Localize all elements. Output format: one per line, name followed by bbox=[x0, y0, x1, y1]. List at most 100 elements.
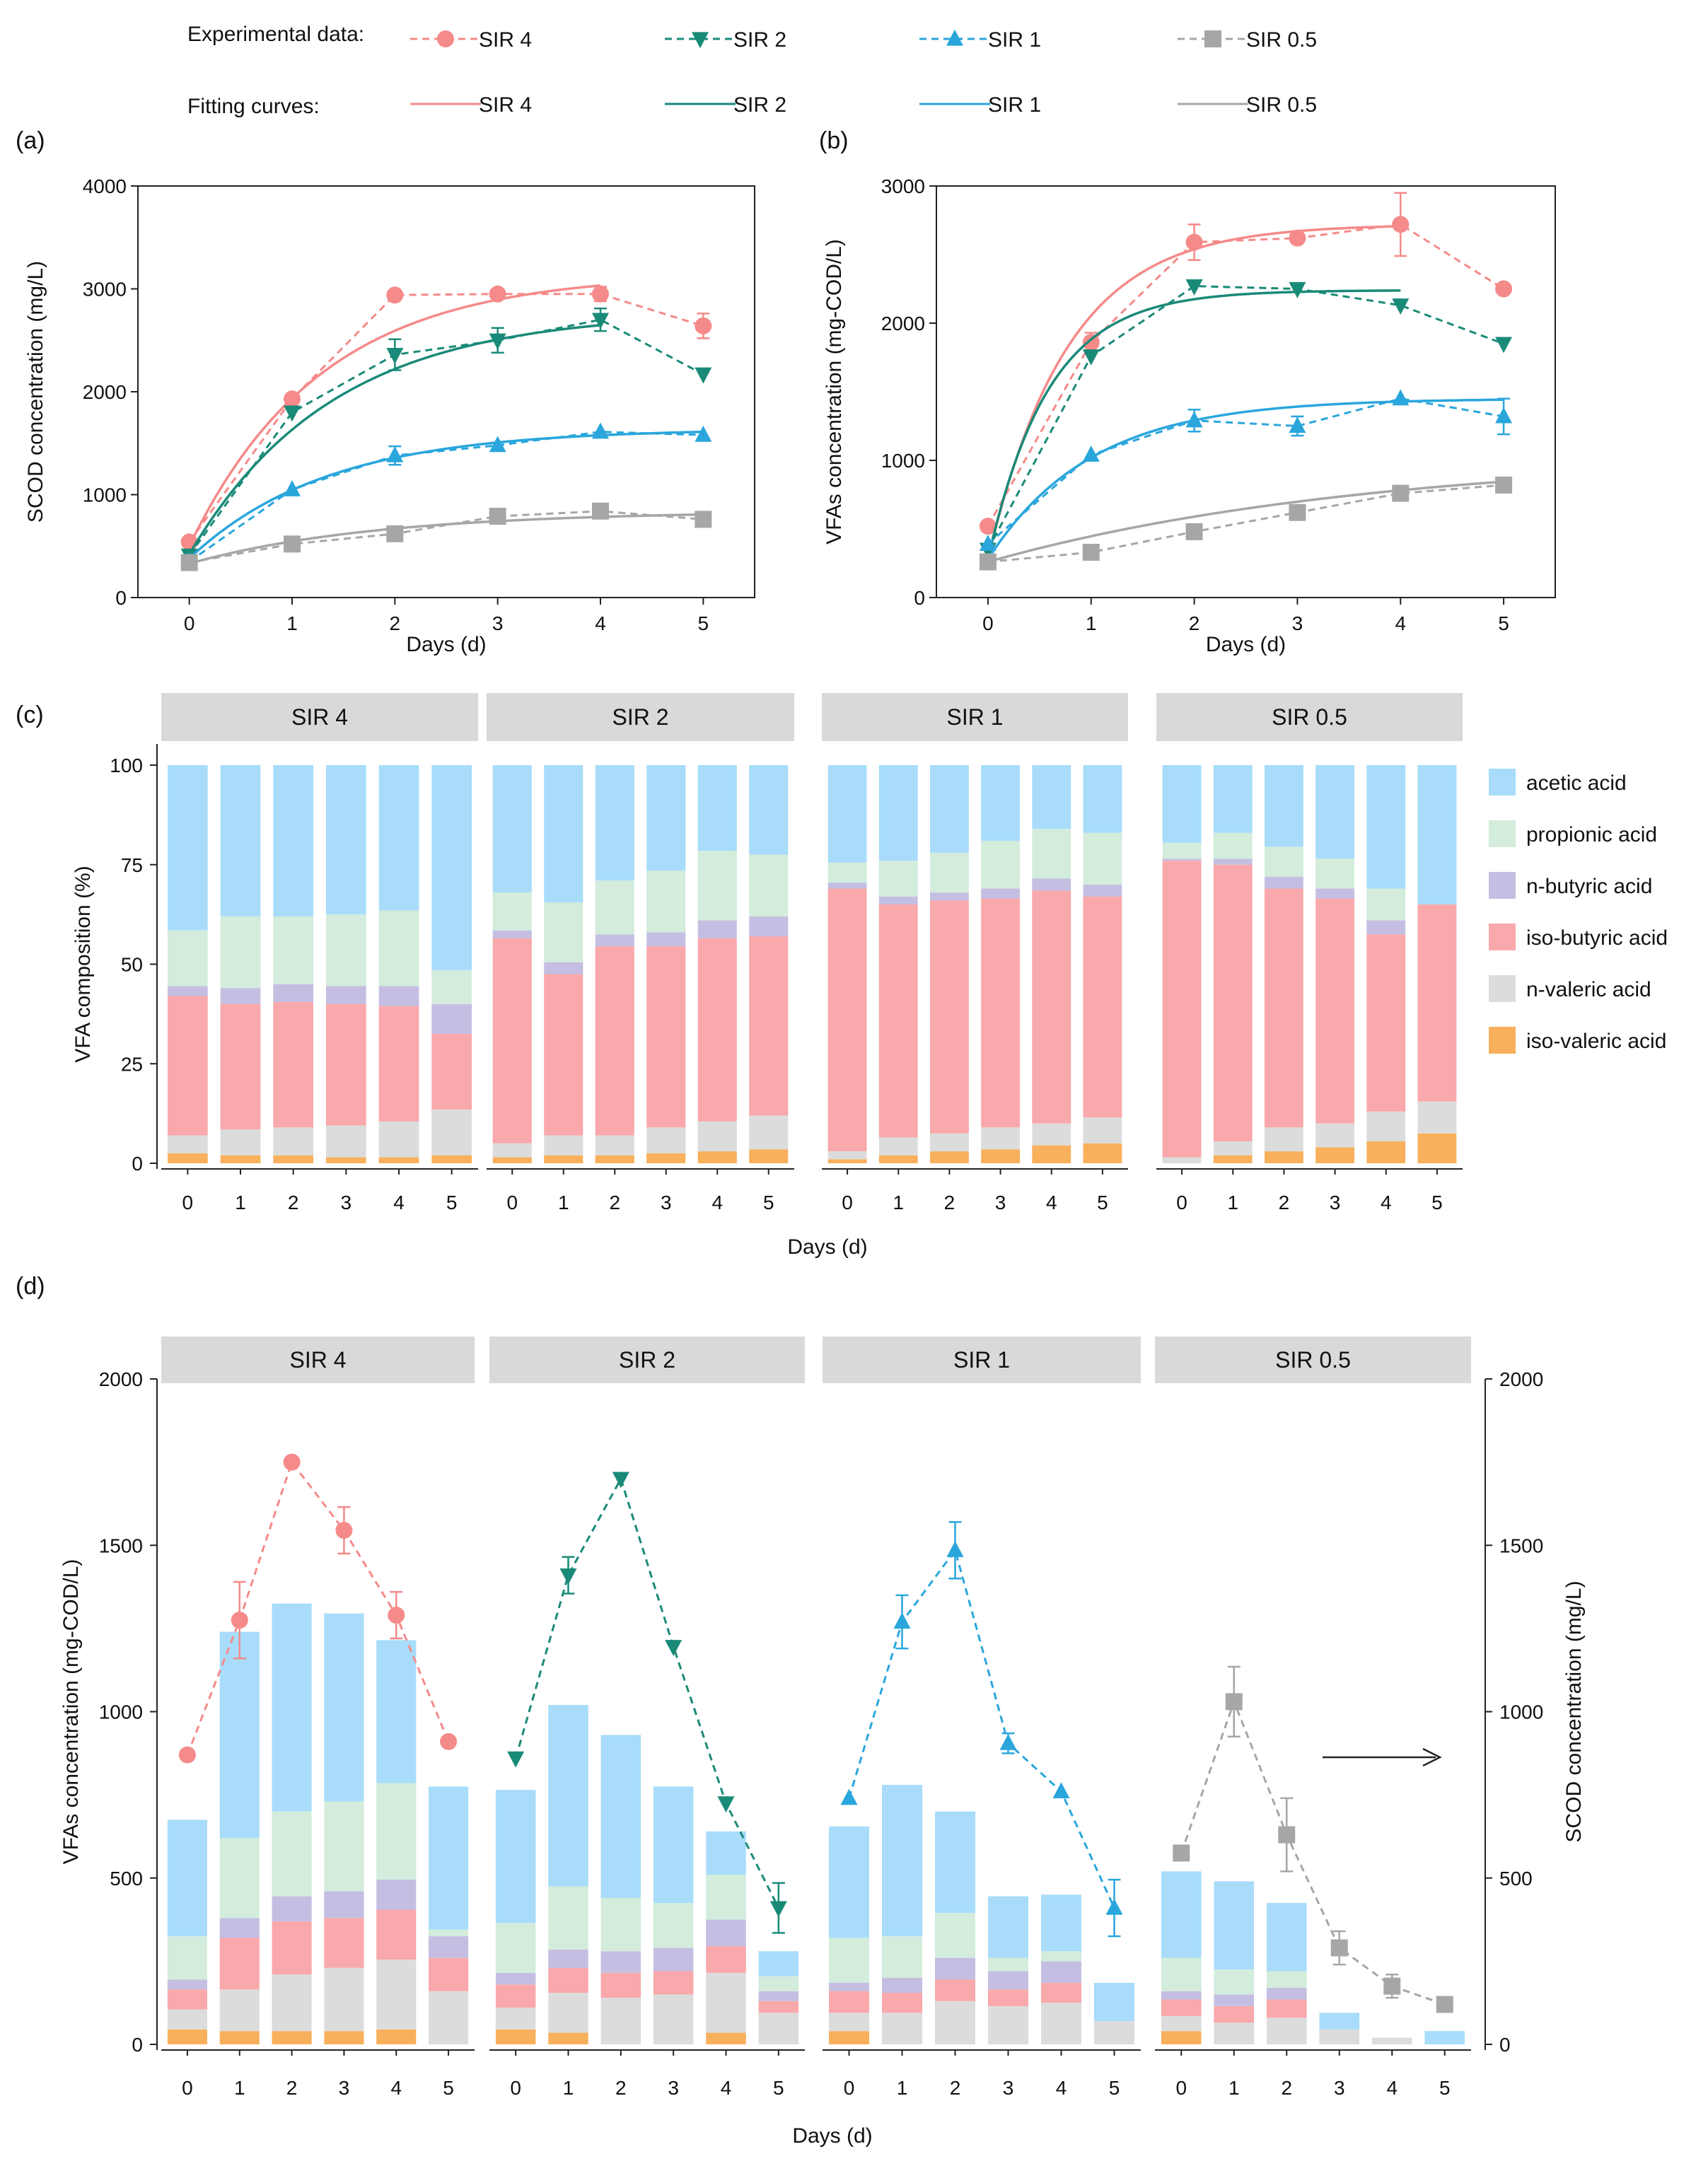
y-tick-label-right: 2000 bbox=[1499, 1368, 1543, 1390]
data-point-sir4 bbox=[1185, 233, 1203, 251]
bar-segment-n-valeric bbox=[378, 1121, 419, 1158]
data-point-sir05 bbox=[695, 511, 712, 528]
scod-point-sir2 bbox=[717, 1796, 735, 1813]
top-legend: Experimental data: Fitting curves: SIR 4… bbox=[187, 23, 1317, 118]
bar-segment-acetic bbox=[273, 765, 314, 916]
x-tick-label: 2 bbox=[1189, 612, 1200, 634]
bar-segment-iso-butyric bbox=[595, 946, 634, 1136]
bar-segment-iso-valeric bbox=[492, 1157, 532, 1163]
bar-segment-n-valeric bbox=[431, 1109, 472, 1155]
x-tick-label: 1 bbox=[897, 2077, 908, 2099]
bar-segment-iso-butyric bbox=[829, 1991, 869, 2013]
bar-segment-n-butyric bbox=[1266, 1988, 1307, 2000]
bar-segment-n-valeric bbox=[325, 1125, 366, 1158]
bar-segment-n-valeric bbox=[646, 1127, 686, 1153]
bar-segment-iso-butyric bbox=[325, 1003, 366, 1126]
bar-segment-n-valeric bbox=[600, 1998, 641, 2044]
bar-segment-n-valeric bbox=[167, 2009, 207, 2030]
bar-segment-iso-butyric bbox=[378, 1006, 419, 1122]
bar-segment-n-valeric bbox=[981, 1127, 1021, 1150]
bar-segment-propionic bbox=[325, 914, 366, 986]
x-tick-label: 3 bbox=[339, 2077, 350, 2099]
data-point-sir1 bbox=[1289, 417, 1306, 433]
fit-curve-sir2 bbox=[987, 289, 1401, 560]
bar-segment-n-butyric bbox=[706, 1919, 746, 1947]
bar-segment-n-valeric bbox=[429, 1991, 469, 2044]
x-axis-label: Days (d) bbox=[1206, 633, 1286, 656]
data-point-sir4 bbox=[180, 533, 198, 551]
panel-label-c: (c) bbox=[16, 701, 44, 728]
bar-segment-n-valeric bbox=[697, 1121, 737, 1152]
data-point-sir1 bbox=[1185, 411, 1203, 428]
data-point-sir4 bbox=[695, 317, 712, 334]
bar-segment-n-valeric bbox=[706, 1972, 746, 2033]
data-point-sir2 bbox=[1082, 349, 1100, 366]
scod-point-sir2 bbox=[665, 1640, 682, 1656]
bar-segment-acetic bbox=[1417, 765, 1457, 905]
bar-segment-iso-valeric bbox=[1366, 1141, 1406, 1163]
bar-segment-n-valeric bbox=[1214, 2022, 1255, 2044]
bar-segment-acetic bbox=[272, 1603, 312, 1812]
bar-segment-n-butyric bbox=[988, 1971, 1028, 1990]
facet-strip bbox=[1155, 1337, 1471, 1383]
data-point-sir4 bbox=[1495, 280, 1513, 298]
data-point-sir05 bbox=[1495, 476, 1513, 494]
scod-point-sir1 bbox=[840, 1788, 858, 1805]
facet-strip-label: SIR 2 bbox=[612, 704, 668, 730]
bar-segment-propionic bbox=[653, 1903, 694, 1948]
bar-segment-acetic bbox=[378, 765, 419, 911]
x-tick-label: 4 bbox=[390, 2077, 402, 2099]
facet-sir4: SIR 4 0 1 2 3 4 5 bbox=[161, 693, 478, 1213]
x-tick-label: 3 bbox=[668, 2077, 679, 2099]
legend-exp-label-sir1: SIR 1 bbox=[988, 28, 1041, 52]
bar-segment-acetic bbox=[1032, 765, 1071, 829]
legend-swatch-iso-valeric bbox=[1489, 1027, 1516, 1054]
bar-segment-n-valeric bbox=[273, 1127, 314, 1155]
legend-swatch-iso-butyric bbox=[1489, 924, 1516, 950]
bar-segment-iso-butyric bbox=[758, 2001, 799, 2013]
x-tick-label: 2 bbox=[944, 1192, 955, 1213]
scod-point-sir1 bbox=[946, 1541, 964, 1557]
x-tick-label: 5 bbox=[1439, 2077, 1451, 2099]
bar-segment-iso-butyric bbox=[167, 1989, 207, 2010]
y-tick-label: 25 bbox=[121, 1053, 143, 1075]
panel-b-vfa-chart: 0 1000 2000 3000 0 1 2 3 4 5 Days (d) VFAs concentr… bbox=[823, 175, 1556, 656]
bar-segment-n-butyric bbox=[492, 930, 532, 938]
legend-fit-label-sir05: SIR 0.5 bbox=[1246, 93, 1317, 117]
legend-fitting-label: Fitting curves: bbox=[187, 95, 320, 118]
bar-segment-n-butyric bbox=[981, 888, 1021, 899]
bar-segment-propionic bbox=[1213, 832, 1253, 859]
bar-segment-propionic bbox=[929, 852, 969, 893]
bar-segment-propionic bbox=[492, 892, 532, 931]
panel-a-scod-chart: 0 1000 2000 3000 4000 0 1 2 3 4 5 Days (d) SCOD conc… bbox=[24, 175, 755, 656]
bar-segment-iso-valeric bbox=[272, 2031, 312, 2044]
facet-strip-label: SIR 1 bbox=[953, 1347, 1010, 1373]
bar-segment-iso-valeric bbox=[1417, 1133, 1457, 1163]
scod-point-sir05 bbox=[1383, 1977, 1401, 1995]
x-tick-label: 5 bbox=[773, 2077, 784, 2099]
bar-segment-acetic bbox=[1213, 765, 1253, 833]
bar-segment-iso-valeric bbox=[167, 1153, 208, 1163]
bar-segment-n-butyric bbox=[273, 984, 314, 1002]
bar-segment-propionic bbox=[646, 871, 686, 933]
bar-segment-acetic bbox=[167, 765, 208, 931]
data-line-sir4 bbox=[188, 293, 704, 543]
y-tick-label-right: 1000 bbox=[1499, 1701, 1543, 1723]
facet-strip bbox=[823, 1337, 1141, 1383]
bar-segment-propionic bbox=[272, 1811, 312, 1897]
y-tick-label: 4000 bbox=[83, 175, 127, 197]
bar-segment-acetic bbox=[929, 765, 969, 853]
x-tick-label: 3 bbox=[661, 1192, 672, 1213]
y-tick-label: 2000 bbox=[881, 313, 925, 334]
bar-segment-propionic bbox=[548, 1886, 588, 1950]
scod-point-sir05 bbox=[1225, 1693, 1243, 1711]
bar-segment-acetic bbox=[935, 1811, 975, 1914]
bar-segment-iso-valeric bbox=[827, 1159, 867, 1163]
data-point-sir1 bbox=[386, 446, 404, 462]
bar-segment-acetic bbox=[878, 765, 918, 861]
x-axis-label: Days (d) bbox=[406, 633, 486, 656]
bar-segment-acetic bbox=[758, 1951, 799, 1976]
x-tick-label: 1 bbox=[558, 1192, 569, 1213]
y-tick-label-left: 2000 bbox=[99, 1368, 143, 1390]
bar-segment-iso-valeric bbox=[544, 1155, 583, 1163]
